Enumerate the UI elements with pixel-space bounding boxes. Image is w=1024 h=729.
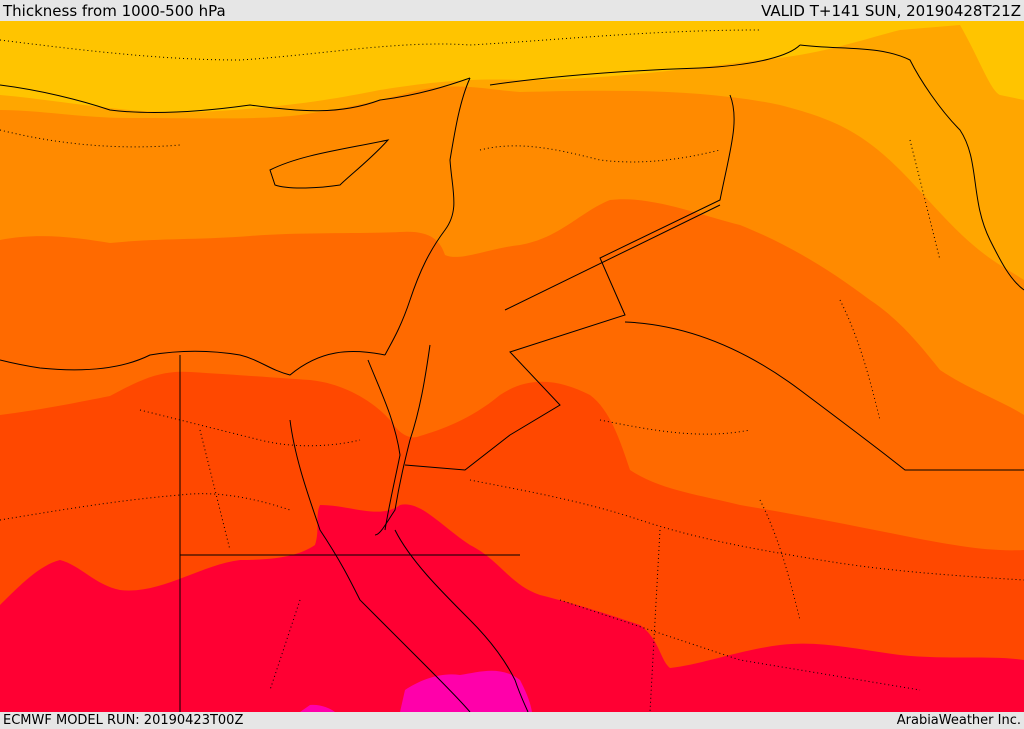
thickness-band-7 xyxy=(400,670,532,712)
credit: ArabiaWeather Inc. xyxy=(896,713,1021,728)
thickness-band-6 xyxy=(0,504,1024,712)
valid-time: VALID T+141 SUN, 20190428T21Z xyxy=(761,1,1021,20)
thickness-map[interactable] xyxy=(0,21,1024,712)
map-canvas xyxy=(0,21,1024,712)
internal-boundaries xyxy=(0,29,1024,712)
footer-bar: ECMWF MODEL RUN: 20190423T00Z ArabiaWeat… xyxy=(0,712,1024,729)
thickness-band-7-extra xyxy=(300,704,335,712)
geographic-boundaries xyxy=(0,44,1024,712)
model-run: ECMWF MODEL RUN: 20190423T00Z xyxy=(3,713,244,728)
map-title: Thickness from 1000-500 hPa xyxy=(3,1,226,20)
header-bar: Thickness from 1000-500 hPa VALID T+141 … xyxy=(0,0,1024,21)
